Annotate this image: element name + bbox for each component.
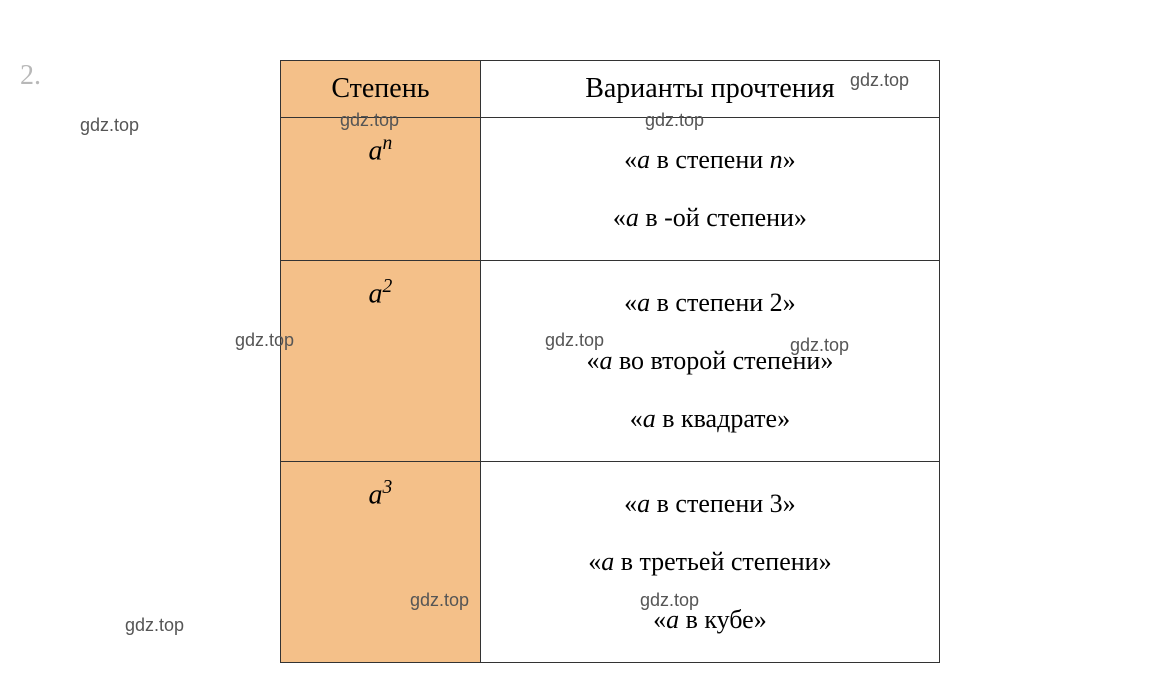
reading-line: «a во второй степени»	[496, 335, 924, 387]
table-row: an «a в степени n» «a в -ой степени»	[281, 118, 940, 261]
table-wrapper: Степень Варианты прочтения an «a в степе…	[280, 60, 1171, 663]
watermark: gdz.top	[125, 615, 184, 636]
power-table: Степень Варианты прочтения an «a в степе…	[280, 60, 940, 663]
question-number: 2.	[20, 60, 41, 92]
table-row: a2 «a в степени 2» «a во второй степени»…	[281, 261, 940, 462]
reading-line: «a в степени n»	[496, 134, 924, 186]
page-container: 2. Степень Варианты прочтения an «a в ст…	[20, 60, 1171, 663]
reading-cell-2: «a в степени 3» «a в третьей степени» «a…	[480, 462, 939, 663]
reading-line: «a в степени 3»	[496, 478, 924, 530]
header-reading: Варианты прочтения	[480, 61, 939, 118]
reading-cell-1: «a в степени 2» «a во второй степени» «a…	[480, 261, 939, 462]
table-header-row: Степень Варианты прочтения	[281, 61, 940, 118]
reading-line: «a в -ой степени»	[496, 192, 924, 244]
table-row: a3 «a в степени 3» «a в третьей степени»…	[281, 462, 940, 663]
power-cell-1: a2	[281, 261, 481, 462]
header-power: Степень	[281, 61, 481, 118]
reading-cell-0: «a в степени n» «a в -ой степени»	[480, 118, 939, 261]
reading-line: «a в кубе»	[496, 594, 924, 646]
power-cell-0: an	[281, 118, 481, 261]
reading-line: «a в квадрате»	[496, 393, 924, 445]
reading-line: «a в третьей степени»	[496, 536, 924, 588]
reading-line: «a в степени 2»	[496, 277, 924, 329]
table-body: an «a в степени n» «a в -ой степени» a2 …	[281, 118, 940, 663]
watermark: gdz.top	[80, 115, 139, 136]
power-cell-2: a3	[281, 462, 481, 663]
